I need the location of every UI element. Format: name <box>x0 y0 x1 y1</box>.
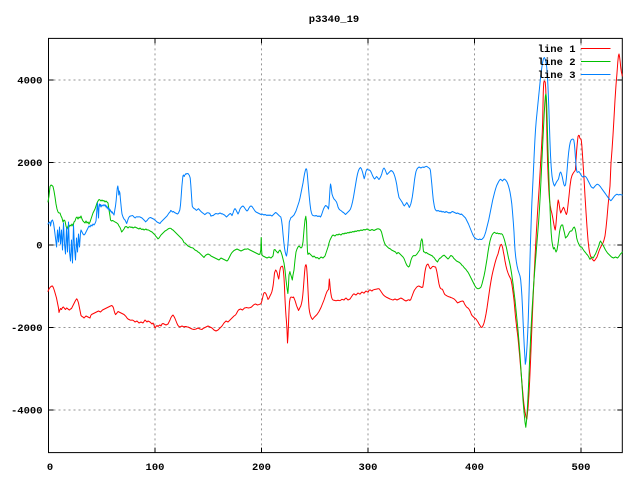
svg-text:200: 200 <box>252 462 271 474</box>
svg-text:100: 100 <box>146 462 165 474</box>
svg-text:0: 0 <box>36 241 42 253</box>
svg-text:-4000: -4000 <box>11 406 43 418</box>
svg-text:-2000: -2000 <box>11 323 43 335</box>
svg-text:2000: 2000 <box>17 158 42 170</box>
svg-text:400: 400 <box>465 462 484 474</box>
svg-text:line 2: line 2 <box>538 57 576 69</box>
svg-text:p3340_19: p3340_19 <box>309 14 359 26</box>
svg-text:4000: 4000 <box>17 76 42 88</box>
svg-text:300: 300 <box>359 462 378 474</box>
svg-text:line 3: line 3 <box>538 70 576 82</box>
svg-text:line 1: line 1 <box>538 44 576 56</box>
svg-text:0: 0 <box>47 462 53 474</box>
svg-text:500: 500 <box>572 462 591 474</box>
